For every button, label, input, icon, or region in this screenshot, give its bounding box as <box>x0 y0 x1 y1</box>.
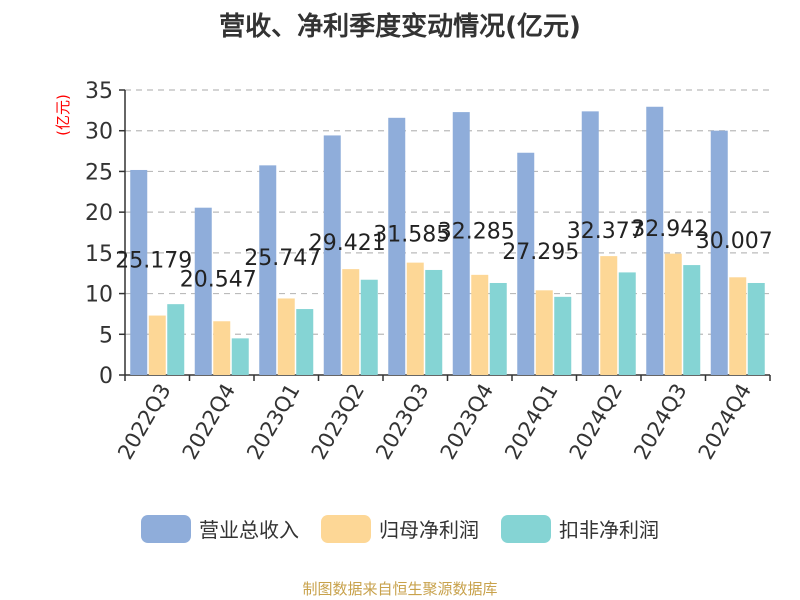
y-tick-label: 0 <box>99 364 113 389</box>
bar-deducted_profit <box>425 269 443 375</box>
source-footer: 制图数据来自恒生聚源数据库 <box>302 580 498 598</box>
x-tick-label: 2023Q4 <box>436 380 498 464</box>
bar-net_profit <box>342 269 360 375</box>
bar-net_profit <box>148 315 166 375</box>
data-label: 32.377 <box>567 219 644 244</box>
bar-revenue <box>388 117 406 375</box>
bar-deducted_profit <box>554 296 572 375</box>
data-label: 25.747 <box>244 246 321 271</box>
bar-revenue <box>646 106 664 376</box>
y-tick-label: 10 <box>85 283 113 308</box>
bar-deducted_profit <box>296 309 314 375</box>
bar-deducted_profit <box>231 338 249 375</box>
data-label: 20.547 <box>180 267 257 292</box>
data-label: 32.942 <box>631 217 708 242</box>
bar-net_profit <box>729 277 747 375</box>
bar-revenue <box>581 111 599 376</box>
bar-deducted_profit <box>747 282 765 375</box>
legend-label: 归母净利润 <box>379 518 479 542</box>
y-tick-label: 15 <box>85 242 113 267</box>
y-axis-label: (亿元) <box>54 94 72 136</box>
bar-revenue <box>517 152 535 375</box>
bar-revenue <box>452 112 470 376</box>
legend: 营业总收入 归母净利润 扣非净利润 <box>0 514 800 543</box>
y-tick-label: 5 <box>99 323 113 348</box>
bar-deducted_profit <box>360 279 378 375</box>
data-label: 31.585 <box>373 222 450 247</box>
chart-title: 营收、净利季度变动情况(亿元) <box>219 12 581 42</box>
bar-deducted_profit <box>683 265 701 375</box>
legend-item[interactable]: 扣非净利润 <box>501 514 659 543</box>
legend-label: 营业总收入 <box>199 518 299 542</box>
data-label: 30.007 <box>696 229 773 254</box>
y-tick-label: 35 <box>85 79 113 104</box>
bar-net_profit <box>213 321 231 375</box>
x-tick-label: 2024Q3 <box>629 380 691 464</box>
bar-net_profit <box>664 253 682 375</box>
x-tick-label: 2024Q1 <box>500 380 562 464</box>
x-tick-label: 2023Q2 <box>307 380 369 464</box>
y-tick-label: 30 <box>85 120 113 145</box>
data-label: 25.179 <box>115 248 192 273</box>
bar-net_profit <box>277 298 295 375</box>
legend-item[interactable]: 营业总收入 <box>141 514 299 543</box>
legend-label: 扣非净利润 <box>559 518 659 542</box>
bar-net_profit <box>471 274 489 375</box>
bar-deducted_profit <box>167 304 185 375</box>
data-label: 29.421 <box>309 231 386 256</box>
bar-net_profit <box>535 290 553 375</box>
x-tick-label: 2022Q3 <box>113 380 175 464</box>
legend-swatch <box>141 514 191 543</box>
x-tick-label: 2022Q4 <box>178 380 240 464</box>
bar-revenue <box>130 169 148 375</box>
legend-swatch <box>501 514 551 543</box>
x-tick-label: 2023Q3 <box>371 380 433 464</box>
bar-deducted_profit <box>618 272 636 375</box>
x-tick-label: 2024Q4 <box>694 380 756 464</box>
x-tick-label: 2023Q1 <box>242 380 304 464</box>
legend-item[interactable]: 归母净利润 <box>321 514 479 543</box>
bar-revenue <box>323 135 341 375</box>
y-tick-label: 20 <box>85 201 113 226</box>
bar-revenue <box>710 130 728 375</box>
bar-deducted_profit <box>489 282 507 375</box>
bar-net_profit <box>406 262 424 375</box>
y-tick-label: 25 <box>85 160 113 185</box>
data-label: 32.285 <box>438 220 515 245</box>
data-label: 27.295 <box>502 240 579 265</box>
bar-revenue <box>194 207 212 375</box>
bar-net_profit <box>600 256 618 375</box>
bar-revenue <box>259 165 277 375</box>
legend-swatch <box>321 514 371 543</box>
x-tick-label: 2024Q2 <box>565 380 627 464</box>
